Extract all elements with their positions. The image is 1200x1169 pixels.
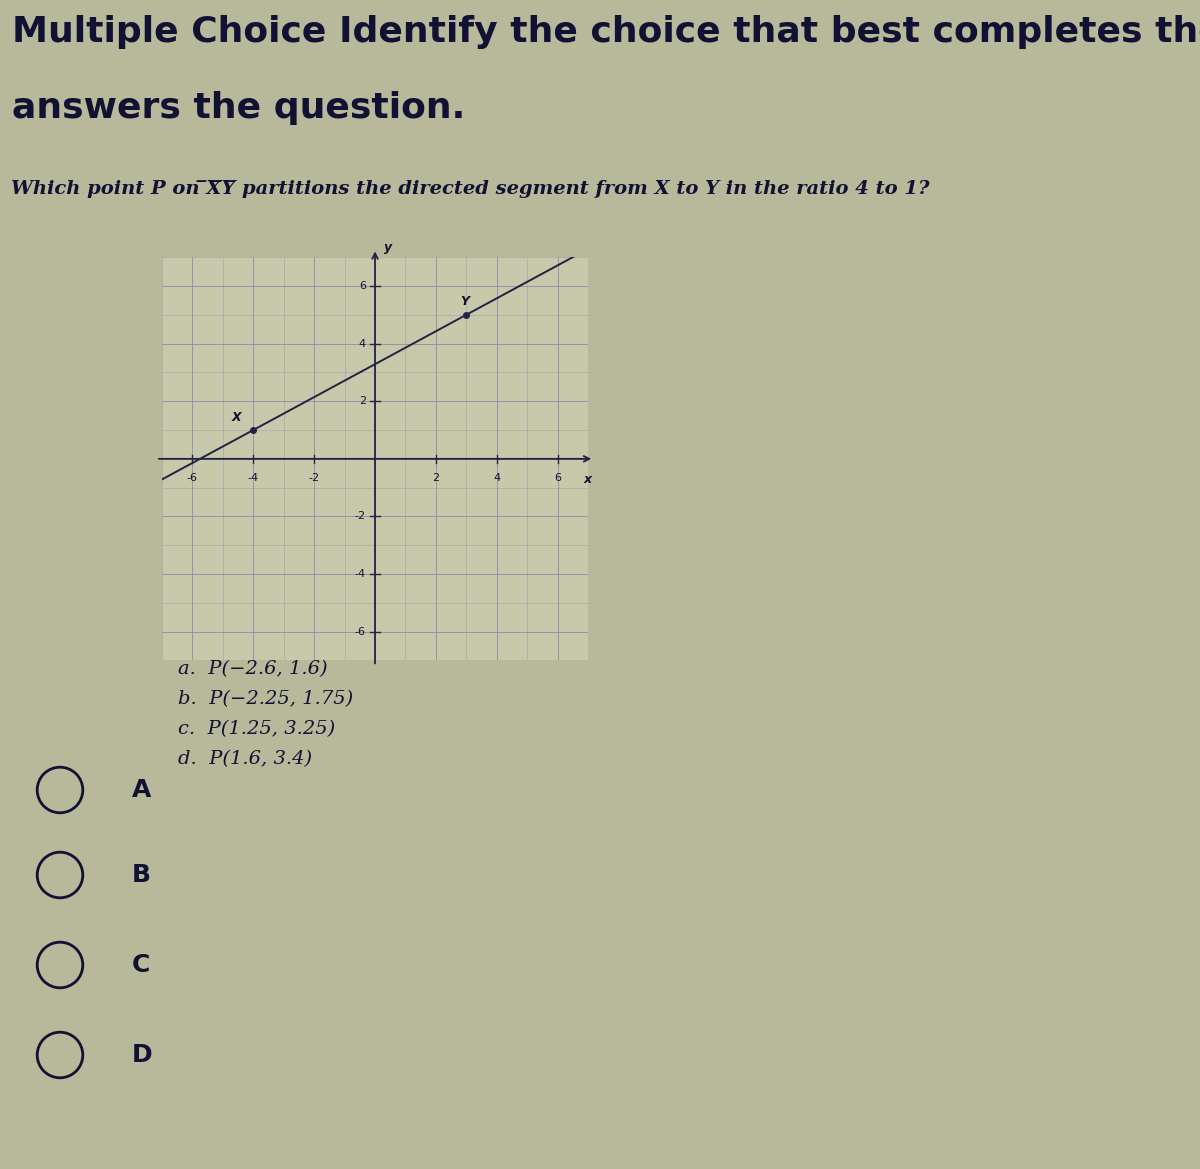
Text: A: A <box>132 779 151 802</box>
Text: -4: -4 <box>355 569 366 579</box>
Text: 2: 2 <box>432 473 439 483</box>
Text: Which point P on ̅X̅Y̅ partitions the directed segment from X to Y in the ratio : Which point P on ̅X̅Y̅ partitions the di… <box>12 180 930 199</box>
Text: C: C <box>132 953 150 977</box>
Text: y: y <box>384 241 392 255</box>
Text: Y: Y <box>461 295 469 307</box>
Text: 2: 2 <box>359 396 366 406</box>
Text: b.  P(−2.25, 1.75): b. P(−2.25, 1.75) <box>178 690 353 708</box>
Text: a.  P(−2.6, 1.6): a. P(−2.6, 1.6) <box>178 660 328 678</box>
Text: X: X <box>232 411 241 424</box>
Text: d.  P(1.6, 3.4): d. P(1.6, 3.4) <box>178 750 312 768</box>
Text: 4: 4 <box>359 339 366 348</box>
Text: Multiple Choice Identify the choice that best completes the statement or: Multiple Choice Identify the choice that… <box>12 15 1200 49</box>
Text: 6: 6 <box>554 473 562 483</box>
Text: -6: -6 <box>355 627 366 637</box>
Text: -4: -4 <box>247 473 259 483</box>
Text: 4: 4 <box>493 473 500 483</box>
Text: x: x <box>584 473 592 486</box>
Text: c.  P(1.25, 3.25): c. P(1.25, 3.25) <box>178 720 335 738</box>
Text: B: B <box>132 863 151 887</box>
Text: answers the question.: answers the question. <box>12 91 466 125</box>
Text: -2: -2 <box>355 512 366 521</box>
Text: 6: 6 <box>359 281 366 291</box>
Text: -6: -6 <box>187 473 198 483</box>
Text: -2: -2 <box>308 473 319 483</box>
Text: D: D <box>132 1043 152 1067</box>
